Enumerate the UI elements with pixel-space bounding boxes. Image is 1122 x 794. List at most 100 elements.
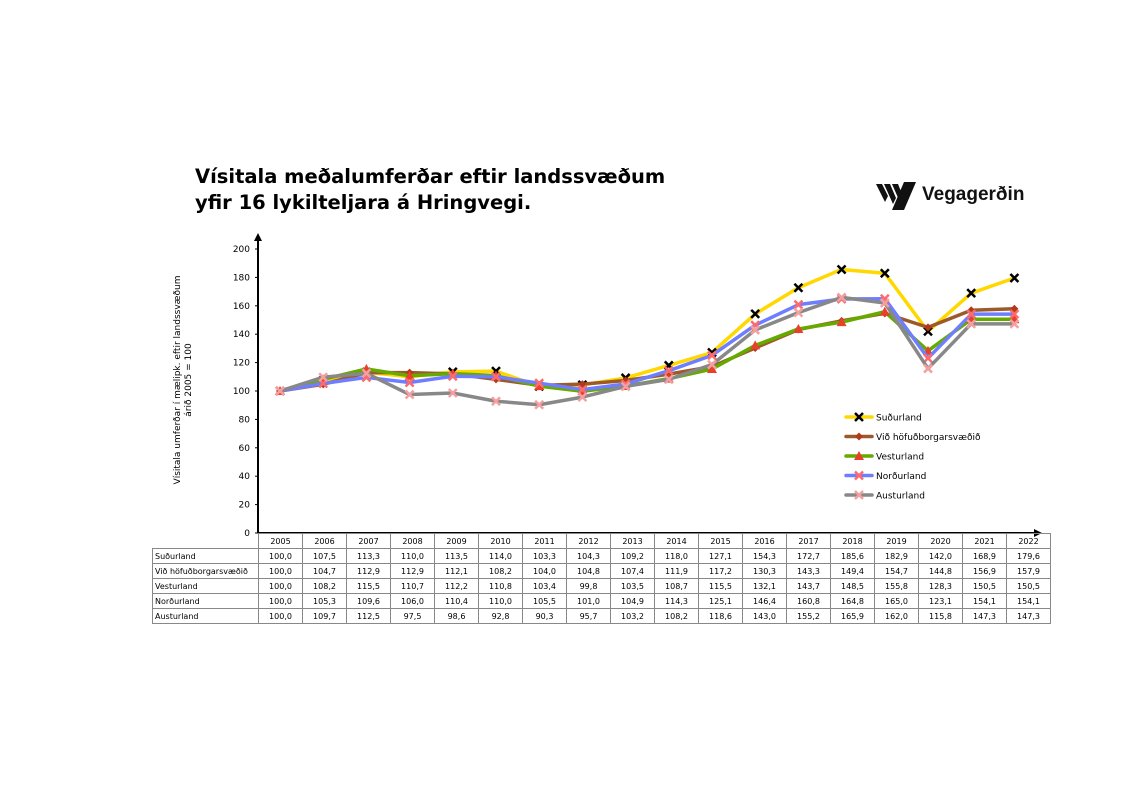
- table-cell: 118,6: [698, 608, 743, 624]
- data-point: [1009, 309, 1020, 320]
- data-point: [923, 353, 933, 364]
- table-cell: 185,6: [830, 548, 875, 564]
- table-cell: 101,0: [566, 593, 611, 609]
- table-cell: 92,8: [478, 608, 523, 624]
- logo-text: Vegagerðin: [922, 184, 1025, 205]
- table-cell: 90,3: [522, 608, 567, 624]
- table-cell: 103,4: [522, 578, 567, 594]
- x-tick-label: 2022: [1006, 533, 1051, 549]
- table-cell: 107,4: [610, 563, 655, 579]
- data-point: [1009, 318, 1020, 329]
- table-cell: 108,7: [654, 578, 699, 594]
- y-tick-label: 200: [233, 245, 250, 255]
- table-cell: 109,7: [302, 608, 347, 624]
- table-cell: 143,0: [742, 608, 787, 624]
- table-cell: 132,1: [742, 578, 787, 594]
- table-row: Austurland 100,0 109,7 112,5 97,5 98,6 92,8 90,…: [152, 608, 1051, 624]
- data-point: [1009, 273, 1020, 283]
- table-cell: 99,8: [566, 578, 611, 594]
- data-point: [707, 350, 717, 361]
- y-tick-label: 20: [239, 501, 251, 511]
- title-line-1: Vísitala meðalumferðar eftir landssvæðum: [195, 165, 666, 188]
- table-cell: 179,6: [1006, 548, 1051, 564]
- data-point: [534, 381, 545, 391]
- data-point: [663, 374, 674, 385]
- data-point: [836, 264, 847, 275]
- table-cell: 104,8: [566, 563, 611, 579]
- x-tick-label: 2018: [830, 533, 875, 549]
- table-cell: 150,5: [962, 578, 1007, 594]
- table-cell: 100,0: [258, 563, 303, 579]
- legend-marker: [854, 451, 864, 460]
- table-cell: 127,1: [698, 548, 743, 564]
- logo-stripes-icon: [876, 182, 916, 210]
- x-tick-label: 2014: [654, 533, 699, 549]
- table-cell: 146,4: [742, 593, 787, 609]
- table-cell: 112,9: [346, 563, 391, 579]
- data-point: [404, 370, 415, 380]
- data-point: [663, 365, 674, 376]
- y-tick-label: 60: [239, 444, 251, 454]
- data-point: [793, 323, 804, 333]
- data-point: [879, 268, 890, 279]
- data-table: 2005 2006 2007 2008 2009 2010 2011 2012 2013 2014…: [152, 533, 1051, 624]
- table-cell: 100,0: [258, 578, 303, 594]
- x-tick-label: 2013: [610, 533, 655, 549]
- table-cell: 114,0: [478, 548, 523, 564]
- series-line-3: [279, 296, 1015, 393]
- data-point: [793, 307, 804, 318]
- x-tick-label: 2020: [918, 533, 963, 549]
- table-cell: 112,1: [434, 563, 479, 579]
- data-point: [966, 309, 977, 320]
- table-cell: 112,5: [346, 608, 391, 624]
- table-cell: 109,2: [610, 548, 655, 564]
- table-cell: 154,3: [742, 548, 787, 564]
- table-cell: 100,0: [258, 548, 303, 564]
- table-cell: 110,8: [478, 578, 523, 594]
- data-point: [404, 377, 415, 388]
- title-line-2: yfir 16 lykilteljara á Hringvegi.: [195, 191, 532, 214]
- table-cell: 172,7: [786, 548, 831, 564]
- y-tick-label: 180: [233, 273, 250, 283]
- data-point: [577, 392, 588, 402]
- table-cell: 117,2: [698, 563, 743, 579]
- table-cell: 113,5: [434, 548, 479, 564]
- table-cell: 97,5: [390, 608, 435, 624]
- table-cell: 105,5: [522, 593, 567, 609]
- table-cell: 130,3: [742, 563, 787, 579]
- legend-marker: [854, 412, 864, 422]
- table-cell: 147,3: [1006, 608, 1051, 624]
- row-label: Suðurland: [152, 548, 259, 564]
- table-cell: 168,9: [962, 548, 1007, 564]
- table-cell: 142,0: [918, 548, 963, 564]
- data-point: [707, 363, 717, 373]
- table-cell: 108,2: [654, 608, 699, 624]
- table-cell: 157,9: [1006, 563, 1051, 579]
- table-cell: 100,0: [258, 608, 303, 624]
- y-tick-label: 160: [233, 302, 250, 312]
- x-tick-label: 2007: [346, 533, 391, 549]
- data-point: [750, 340, 761, 350]
- data-point: [966, 288, 977, 299]
- table-cell: 98,6: [434, 608, 479, 624]
- table-cell: 182,9: [874, 548, 919, 564]
- table-cell: 113,3: [346, 548, 391, 564]
- table-cell: 112,9: [390, 563, 435, 579]
- x-tick-label: 2012: [566, 533, 611, 549]
- data-point: [620, 381, 631, 392]
- table-cell: 164,8: [830, 593, 875, 609]
- y-tick-label: 0: [244, 529, 250, 539]
- table-cell: 108,2: [478, 563, 523, 579]
- legend-label: Norðurland: [876, 472, 926, 482]
- data-point: [577, 384, 588, 395]
- table-cell: 160,8: [786, 593, 831, 609]
- legend-label: Suðurland: [876, 414, 922, 424]
- x-tick-label: 2010: [478, 533, 523, 549]
- data-point: [836, 292, 847, 303]
- x-tick-label: 2016: [742, 533, 787, 549]
- data-point: [404, 389, 415, 400]
- table-cell: 111,9: [654, 563, 699, 579]
- data-point: [491, 371, 501, 382]
